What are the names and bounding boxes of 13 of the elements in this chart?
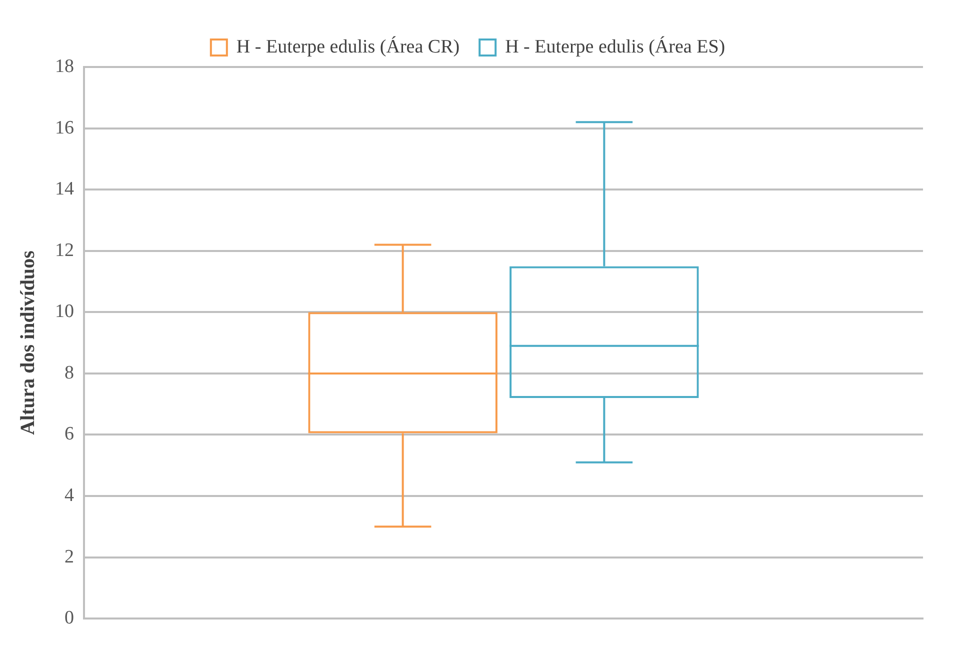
y-tick-label: 16	[55, 117, 74, 138]
y-tick-label: 0	[64, 608, 74, 629]
y-tick-label: 12	[55, 240, 74, 261]
y-tick-label: 14	[55, 178, 74, 200]
y-tick-label: 4	[64, 485, 74, 506]
legend-label: H - Euterpe edulis (Área ES)	[505, 35, 726, 58]
legend-label: H - Euterpe edulis (Área CR)	[236, 35, 460, 58]
y-axis-title: Altura dos indivíduos	[17, 250, 40, 436]
y-tick-label: 8	[64, 362, 74, 384]
y-tick-label: 6	[64, 424, 74, 445]
y-tick-label: 10	[55, 301, 74, 322]
y-tick-label: 2	[64, 546, 74, 568]
y-tick-label: 18	[55, 56, 74, 77]
